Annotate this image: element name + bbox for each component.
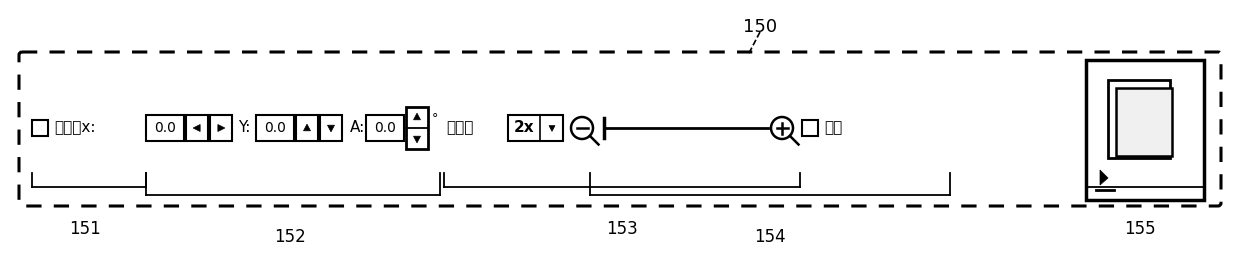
Bar <box>210 115 232 141</box>
Polygon shape <box>327 125 335 132</box>
Text: A:: A: <box>350 120 366 135</box>
Polygon shape <box>304 124 310 131</box>
Text: Y:: Y: <box>238 120 250 135</box>
Polygon shape <box>193 124 200 132</box>
Bar <box>255 115 294 141</box>
Text: 0.0: 0.0 <box>374 121 396 135</box>
Text: 显示数: 显示数 <box>446 120 474 135</box>
Bar <box>186 115 208 141</box>
Text: 0.0: 0.0 <box>264 121 286 135</box>
Bar <box>366 115 404 141</box>
Bar <box>1116 88 1172 156</box>
Text: 2x: 2x <box>513 120 534 135</box>
Bar <box>320 115 342 141</box>
Text: 150: 150 <box>743 18 777 36</box>
Text: °: ° <box>432 112 439 126</box>
Text: 光学僎x:: 光学僎x: <box>55 120 95 135</box>
Text: 155: 155 <box>1125 220 1156 238</box>
Bar <box>296 115 317 141</box>
Bar <box>802 120 818 136</box>
Bar <box>405 107 428 149</box>
Polygon shape <box>218 124 224 132</box>
Text: 全选: 全选 <box>825 120 842 135</box>
Bar <box>1109 80 1171 158</box>
Polygon shape <box>1100 170 1109 185</box>
Text: 151: 151 <box>69 220 100 238</box>
Polygon shape <box>413 136 420 143</box>
FancyBboxPatch shape <box>19 52 1221 206</box>
Text: 153: 153 <box>606 220 637 238</box>
Text: 154: 154 <box>754 228 786 246</box>
Bar <box>1086 60 1204 200</box>
Polygon shape <box>413 113 420 120</box>
Bar <box>508 115 563 141</box>
Bar <box>146 115 184 141</box>
Polygon shape <box>549 126 556 131</box>
Text: 152: 152 <box>274 228 306 246</box>
Text: 0.0: 0.0 <box>154 121 176 135</box>
Bar <box>32 120 48 136</box>
